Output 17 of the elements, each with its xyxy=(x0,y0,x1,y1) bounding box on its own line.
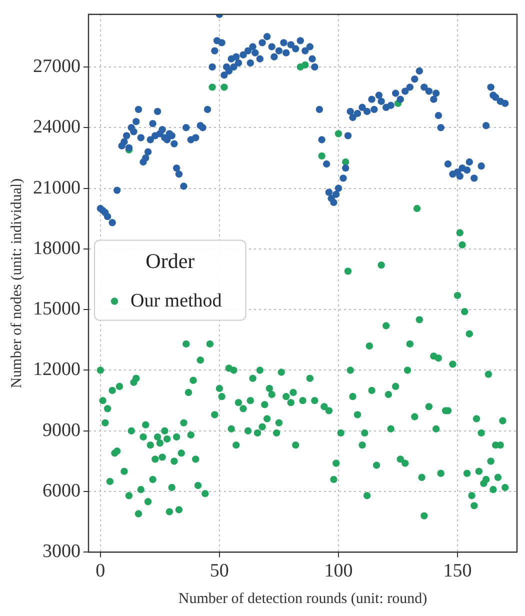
x-tick-label: 50 xyxy=(210,560,229,582)
x-tick-label: 150 xyxy=(443,560,472,582)
legend-label: Our method xyxy=(130,290,222,312)
x-axis-title: Number of detection rounds (unit: round) xyxy=(178,590,428,607)
y-tick-label: 18000 xyxy=(33,238,80,259)
y-tick-label: 21000 xyxy=(33,177,80,198)
y-tick-label: 6000 xyxy=(42,480,80,502)
y-tick-label: 15000 xyxy=(33,298,80,320)
y-tick-label: 12000 xyxy=(33,359,80,380)
x-tick-label: 100 xyxy=(324,560,353,582)
y-tick-label: 9000 xyxy=(42,420,80,441)
legend-title: Order xyxy=(146,248,195,273)
y-tick-label: 24000 xyxy=(33,116,80,138)
x-tick-label: 0 xyxy=(96,560,106,582)
y-tick-label: 3000 xyxy=(42,541,80,562)
y-axis-title: Number of nodes (unit: individual) xyxy=(8,178,25,388)
y-tick-label: 27000 xyxy=(33,56,80,77)
